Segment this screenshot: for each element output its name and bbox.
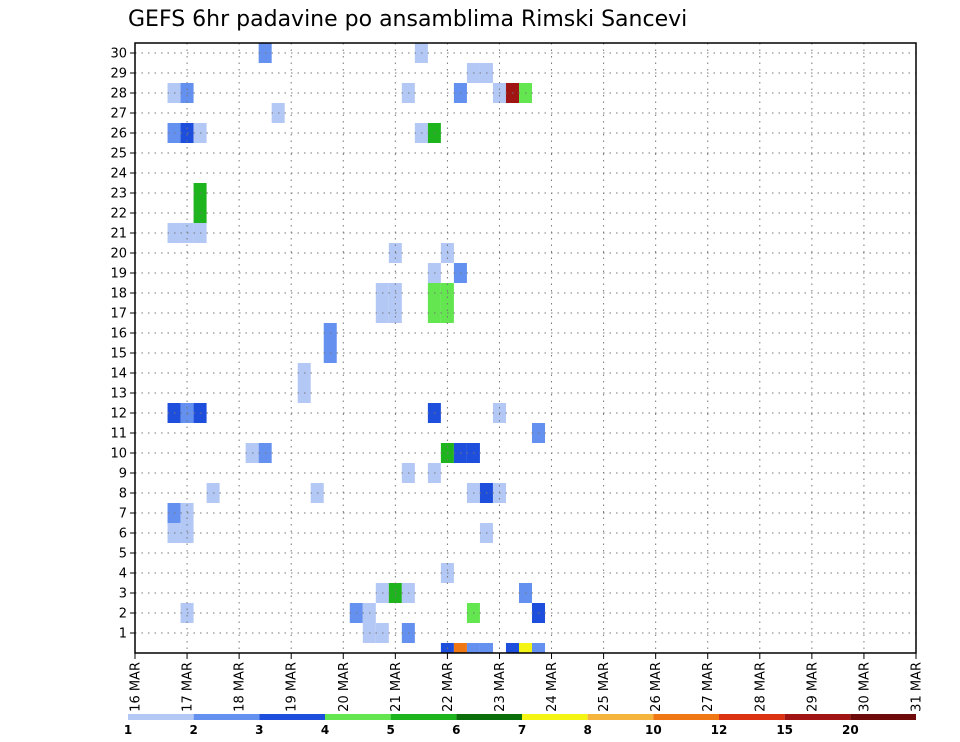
y-tick-label: 14 xyxy=(110,367,127,382)
y-tick-label: 9 xyxy=(119,467,127,482)
y-tick-label: 18 xyxy=(110,287,127,302)
colorbar-label: 10 xyxy=(645,723,662,737)
y-tick-label: 11 xyxy=(110,427,127,442)
precip-cell xyxy=(518,643,533,653)
x-tick-label: 20 MAR xyxy=(337,662,352,712)
colorbar-label: 15 xyxy=(776,723,793,737)
colorbar-label: 6 xyxy=(452,723,460,737)
x-axis-labels: 16 MAR 17 MAR 18 MAR 19 MAR 20 MAR 21 MAR 22 M… xyxy=(129,662,925,712)
colorbar-segment xyxy=(719,714,785,720)
y-tick-label: 4 xyxy=(119,567,127,582)
y-tick-label: 6 xyxy=(119,527,127,542)
colorbar-segment xyxy=(390,714,457,720)
x-tick-label: 24 MAR xyxy=(545,662,560,712)
y-tick-label: 29 xyxy=(110,67,127,82)
colorbar-segment xyxy=(456,714,522,720)
colorbar xyxy=(128,714,916,720)
colorbar-segment xyxy=(193,714,260,720)
y-tick-label: 13 xyxy=(110,387,127,402)
y-tick-label: 2 xyxy=(119,607,127,622)
x-tick-label: 27 MAR xyxy=(701,662,716,712)
y-tick-label: 17 xyxy=(110,307,127,322)
y-tick-label: 26 xyxy=(110,127,127,142)
colorbar-segment xyxy=(587,714,654,720)
precip-cell xyxy=(453,643,467,653)
precip-cell xyxy=(532,643,546,653)
y-tick-label: 19 xyxy=(110,267,127,282)
plot-frame xyxy=(134,42,917,654)
x-tick-label: 25 MAR xyxy=(597,662,612,712)
colorbar-label: 1 xyxy=(124,723,132,737)
colorbar-label: 20 xyxy=(842,723,859,737)
y-tick-label: 1 xyxy=(119,627,127,642)
plot-background xyxy=(135,43,916,653)
precip-cell xyxy=(505,643,519,653)
y-tick-label: 25 xyxy=(110,147,127,162)
x-tick-label: 19 MAR xyxy=(285,662,300,712)
y-tick-label: 22 xyxy=(110,207,127,222)
y-tick-label: 7 xyxy=(119,507,127,522)
x-tick-label: 26 MAR xyxy=(649,662,664,712)
colorbar-labels: 1 2 3 4 5 6 7 8 10 12 15 20 xyxy=(124,723,859,737)
x-tick-label: 31 MAR xyxy=(910,662,925,712)
y-tick-label: 24 xyxy=(110,167,127,182)
y-axis-labels: 1234567891011121314151617181920212223242… xyxy=(110,47,127,642)
x-tick-label: 28 MAR xyxy=(753,662,768,712)
y-tick-label: 10 xyxy=(110,447,127,462)
colorbar-segment xyxy=(653,714,719,720)
colorbar-segment xyxy=(850,714,916,720)
y-tick-label: 27 xyxy=(110,107,127,122)
colorbar-segment xyxy=(128,714,194,720)
colorbar-label: 8 xyxy=(583,723,591,737)
y-tick-label: 30 xyxy=(110,47,127,62)
y-tick-label: 16 xyxy=(110,327,127,342)
colorbar-segment xyxy=(325,714,391,720)
colorbar-label: 4 xyxy=(321,723,329,737)
colorbar-segment xyxy=(522,714,588,720)
colorbar-label: 3 xyxy=(255,723,263,737)
x-tick-label: 21 MAR xyxy=(389,662,404,712)
x-tick-label: 23 MAR xyxy=(493,662,508,712)
y-tick-label: 21 xyxy=(110,227,127,242)
x-tick-label: 22 MAR xyxy=(441,662,456,712)
colorbar-segment xyxy=(784,714,851,720)
y-tick-label: 28 xyxy=(110,87,127,102)
y-tick-label: 23 xyxy=(110,187,127,202)
y-tick-label: 5 xyxy=(119,547,127,562)
chart-title: GEFS 6hr padavine po ansamblima Rimski S… xyxy=(128,7,687,32)
grid-lines xyxy=(135,43,916,653)
y-tick-label: 3 xyxy=(119,587,127,602)
x-tick-label: 29 MAR xyxy=(805,662,820,712)
y-tick-label: 8 xyxy=(119,487,127,502)
colorbar-label: 12 xyxy=(711,723,728,737)
y-tick-label: 20 xyxy=(110,247,127,262)
x-tick-label: 30 MAR xyxy=(857,662,872,712)
axis-ticks xyxy=(130,52,917,659)
precip-cell xyxy=(479,643,493,653)
precip-cell xyxy=(466,643,480,653)
colorbar-segment xyxy=(259,714,325,720)
x-tick-label: 17 MAR xyxy=(181,662,196,712)
y-tick-label: 15 xyxy=(110,347,127,362)
x-tick-label: 16 MAR xyxy=(129,662,144,712)
x-tick-label: 18 MAR xyxy=(233,662,248,712)
y-tick-label: 12 xyxy=(110,407,127,422)
colorbar-label: 7 xyxy=(518,723,526,737)
colorbar-label: 5 xyxy=(386,723,394,737)
colorbar-label: 2 xyxy=(189,723,197,737)
